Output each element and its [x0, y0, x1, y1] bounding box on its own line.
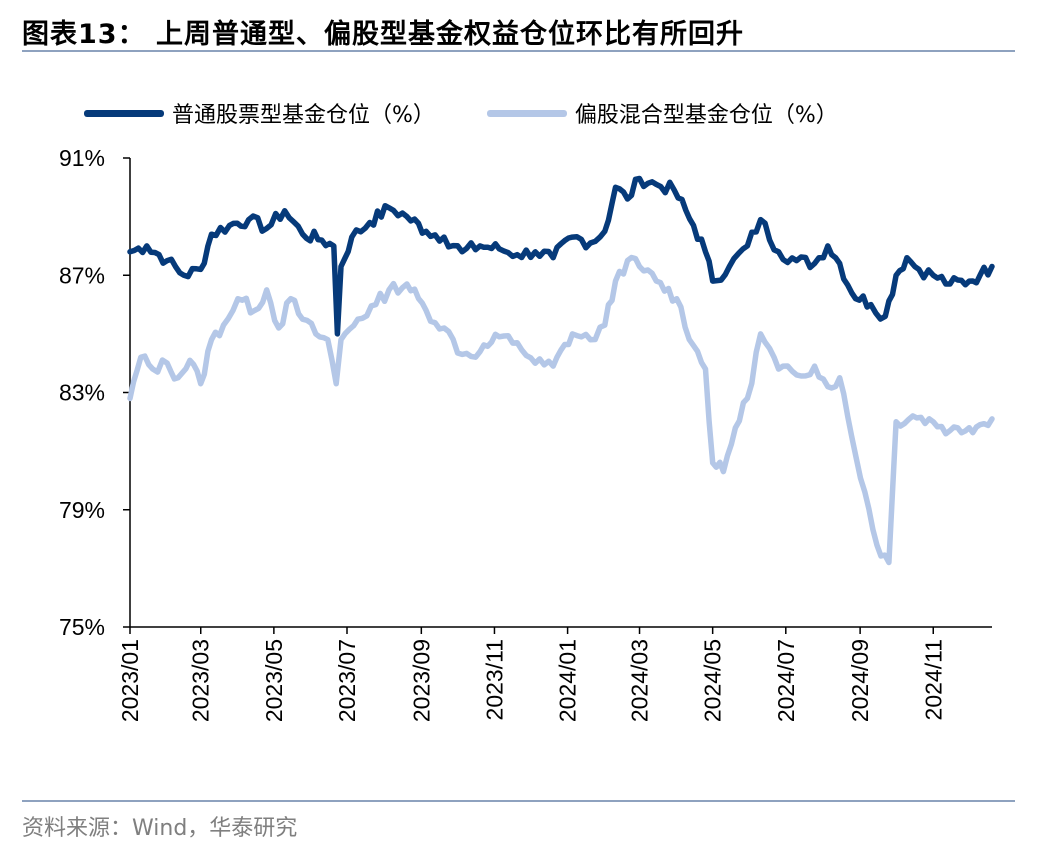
x-tick-label: 2024/05	[700, 639, 726, 722]
series-line-common-stock	[127, 175, 995, 337]
x-tick-label: 2023/11	[481, 639, 507, 720]
y-tick-label: 91%	[59, 145, 105, 171]
legend-swatch-light	[486, 109, 567, 117]
legend-label: 普通股票型基金仓位（%）	[172, 103, 435, 128]
x-tick-label: 2024/07	[773, 639, 799, 722]
footer-divider	[22, 800, 1015, 802]
x-tick-label: 2023/05	[261, 639, 287, 722]
x-tick-label: 2024/01	[555, 639, 581, 722]
series-line-mixed	[127, 254, 995, 566]
x-tick-label: 2024/11	[920, 639, 946, 720]
y-tick-label: 75%	[59, 614, 105, 640]
x-tick-label: 2024/03	[627, 639, 653, 722]
x-tick-label: 2023/09	[408, 639, 434, 722]
x-tick-label: 2023/07	[334, 639, 360, 722]
y-tick-label: 83%	[59, 380, 105, 406]
y-axis: 91% 87% 83% 79% 75%	[59, 145, 131, 640]
chart-title: 图表13： 上周普通型、偏股型基金权益仓位环比有所回升	[22, 19, 744, 50]
series-layer	[127, 175, 995, 566]
legend: 普通股票型基金仓位（%） 偏股混合型基金仓位（%）	[84, 96, 890, 130]
legend-item-common-stock: 普通股票型基金仓位（%）	[84, 97, 435, 129]
x-tick-label: 2023/01	[117, 639, 143, 722]
legend-swatch-dark	[84, 109, 164, 117]
legend-item-mixed: 偏股混合型基金仓位（%）	[486, 97, 838, 129]
x-axis: 2023/01 2023/03 2023/05 2023/07 2023/09 2023/…	[117, 626, 992, 722]
y-tick-label: 87%	[59, 262, 105, 288]
x-tick-label: 2023/03	[188, 639, 214, 722]
source-note: 资料来源：Wind，华泰研究	[22, 816, 298, 841]
title-divider	[22, 50, 1015, 52]
y-tick-label: 79%	[59, 497, 105, 523]
legend-label: 偏股混合型基金仓位（%）	[574, 103, 838, 128]
x-tick-label: 2024/09	[847, 639, 873, 722]
